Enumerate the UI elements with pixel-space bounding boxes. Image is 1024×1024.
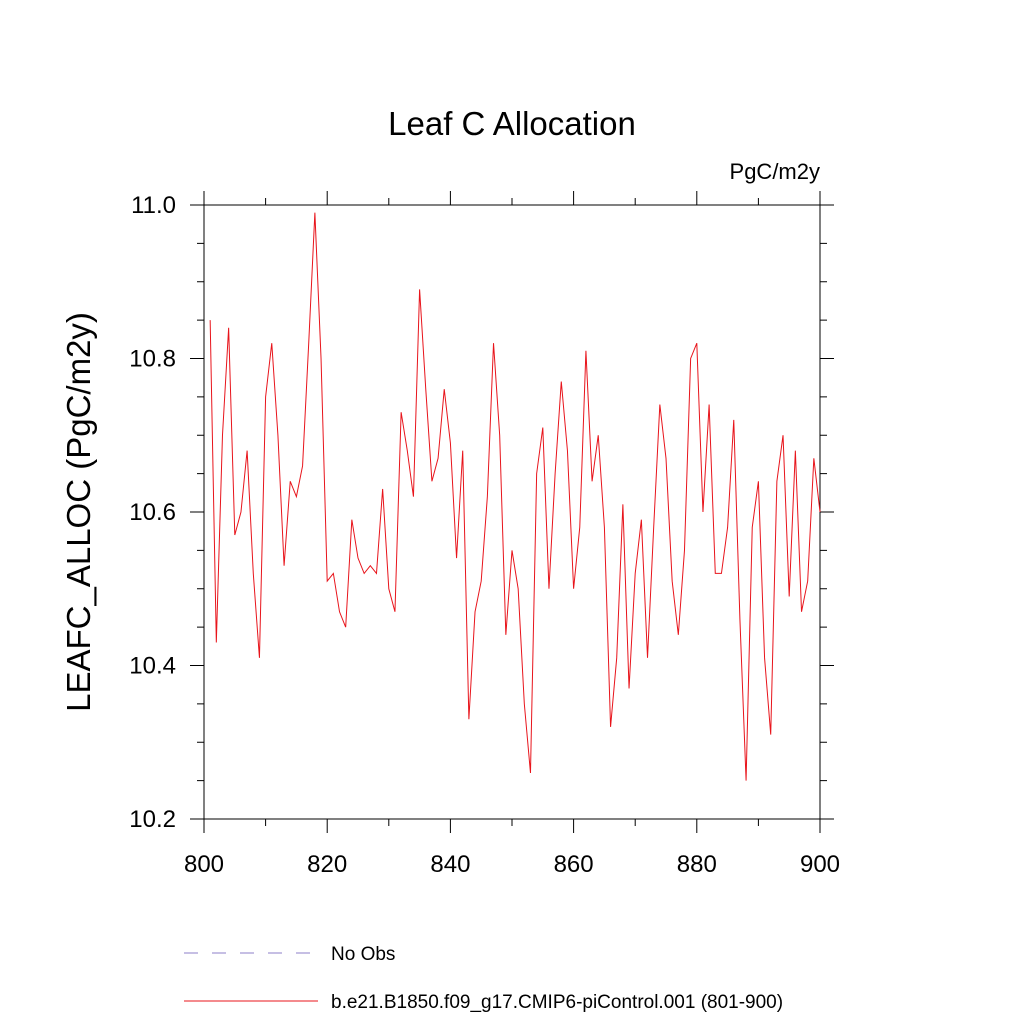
- units-label: PgC/m2y: [730, 159, 820, 184]
- axis-ticks: 800 820 840 860 880 900 10.2 10.4 10.6 10.8 11.0: [129, 191, 840, 878]
- legend-label-picontrol: b.e21.B1850.f09_g17.CMIP6-piControl.001 …: [331, 992, 783, 1013]
- y-tick-label: 10.4: [129, 653, 176, 680]
- x-tick-label: 840: [430, 851, 470, 878]
- x-tick-label: 880: [677, 851, 717, 878]
- y-tick-label: 10.6: [129, 499, 176, 526]
- chart-title: Leaf C Allocation: [388, 105, 636, 142]
- plot-frame: [203, 204, 821, 820]
- y-tick-label: 10.8: [129, 346, 176, 373]
- series-line-1: [209, 212, 821, 781]
- y-tick-label: 10.2: [129, 806, 176, 833]
- legend: No Obs b.e21.B1850.f09_g17.CMIP6-piContr…: [184, 944, 783, 1013]
- x-tick-label: 820: [307, 851, 347, 878]
- x-tick-label: 900: [800, 851, 840, 878]
- x-tick-label: 860: [554, 851, 594, 878]
- legend-label-no-obs: No Obs: [331, 944, 395, 965]
- x-tick-label: 800: [184, 851, 224, 878]
- series-layer: [209, 212, 821, 781]
- y-axis-label: LEAFC_ALLOC (PgC/m2y): [60, 312, 97, 712]
- y-tick-label: 11.0: [131, 192, 176, 219]
